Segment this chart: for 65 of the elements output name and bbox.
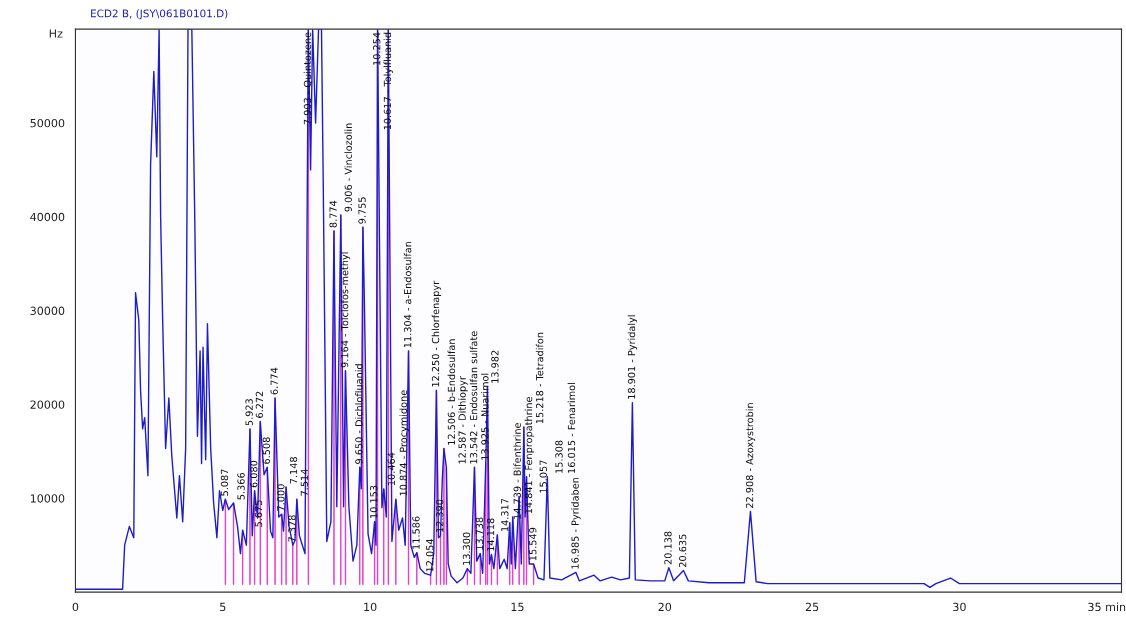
annotation: 7.378 xyxy=(288,515,296,542)
x-tick-label: 20 xyxy=(658,602,672,612)
x-tick-label: 30 xyxy=(953,602,966,612)
annotation: 12.054 xyxy=(426,538,434,572)
x-tick-label: 15 xyxy=(511,602,524,612)
annotation: 6.080 xyxy=(250,460,258,488)
annotation: 12.250 - Chlorfenapyr xyxy=(431,280,442,387)
x-tick-label: 35 min xyxy=(1088,602,1126,612)
annotation: 14.118 xyxy=(486,518,495,551)
annotation: 22.908 - Azoxystrobin xyxy=(745,403,756,508)
annotation: 11.586 xyxy=(412,516,420,549)
annotation: 5.087 xyxy=(220,469,229,496)
annotation: 9.164 - Tolclofos-methyl xyxy=(340,252,351,368)
annotation: 15.057 xyxy=(539,460,547,493)
annotation: 14.739 - Bifenthrine xyxy=(513,422,521,519)
annotation: 14.841 - Fenpropathrine xyxy=(524,397,535,514)
annotation: 7.000 xyxy=(277,484,285,511)
annotation: 5.923 xyxy=(245,399,253,426)
annotation: 15.308 xyxy=(555,440,563,473)
annotation: 10.617 - Tolylfluanid xyxy=(383,32,393,130)
annotation: 10.874 - Procymidone xyxy=(399,390,409,496)
y-axis-title: Hz xyxy=(49,29,63,38)
annotation: 15.549 xyxy=(529,527,537,561)
y-tick-label: 50000 xyxy=(30,118,65,128)
annotation: 5.675 xyxy=(254,500,263,527)
annotation: 16.015 - Fenarimol xyxy=(567,383,576,473)
annotation: 6.272 xyxy=(255,391,264,418)
line-series xyxy=(75,29,1122,590)
annotation: 13.300 xyxy=(462,532,471,565)
annotation: 9.650 - Dichlofluanid xyxy=(355,364,363,464)
annotation: 11.304 - a-Endosulfan xyxy=(403,241,412,348)
y-tick-label: 30000 xyxy=(30,306,65,315)
annotation: 15.218 - Tetradifon xyxy=(535,332,544,424)
annotation: 5.366 xyxy=(237,472,245,500)
annotation: 14.317 xyxy=(501,498,509,532)
annotation: 12.587 - Dithiopyr xyxy=(458,376,468,464)
x-tick-label: 10 xyxy=(364,602,377,612)
annotation: 8.774 xyxy=(329,200,337,228)
annotation: 12.506 - b-Endosulfan xyxy=(447,339,456,445)
annotation: 20.138 xyxy=(664,531,672,565)
annotation: 6.508 xyxy=(262,437,271,464)
x-tick-label: 25 xyxy=(805,602,819,612)
annotation: 10.153 xyxy=(370,485,378,518)
annotation: 13.982 xyxy=(491,350,499,383)
annotation: 7.514 xyxy=(300,469,309,496)
annotation: 9.006 - Vinclozolin xyxy=(344,123,352,212)
annotation: 12.390 xyxy=(436,499,444,532)
y-tick-label: 40000 xyxy=(30,212,65,222)
annotation: 13.925 - Nuarimol xyxy=(481,373,489,460)
annotation: 6.774 xyxy=(270,367,278,395)
y-tick-label: 20000 xyxy=(30,400,65,409)
y-tick-label: 10000 xyxy=(30,494,65,503)
x-tick-label: 0 xyxy=(72,602,79,612)
annotation: 9.755 xyxy=(358,197,366,224)
annotation: 10.254 xyxy=(373,32,381,65)
annotation: 18.901 - Pyridalyl xyxy=(627,315,638,399)
annotation: 20.635 xyxy=(678,534,687,568)
annotation: 16.985 - Pyridaben xyxy=(571,477,581,569)
annotation: 7.903 - Quintozene xyxy=(303,32,313,125)
annotation: 10.464 xyxy=(387,452,395,486)
annotation: 13.542 - Endosulfan sulfate xyxy=(469,331,478,464)
annotation: 7.148 xyxy=(289,457,298,484)
chart-title: ECD2 B, (JSY\061B0101.D) xyxy=(91,9,228,20)
annotation: 13.738 xyxy=(475,517,484,550)
x-tick-label: 5 xyxy=(220,602,226,612)
